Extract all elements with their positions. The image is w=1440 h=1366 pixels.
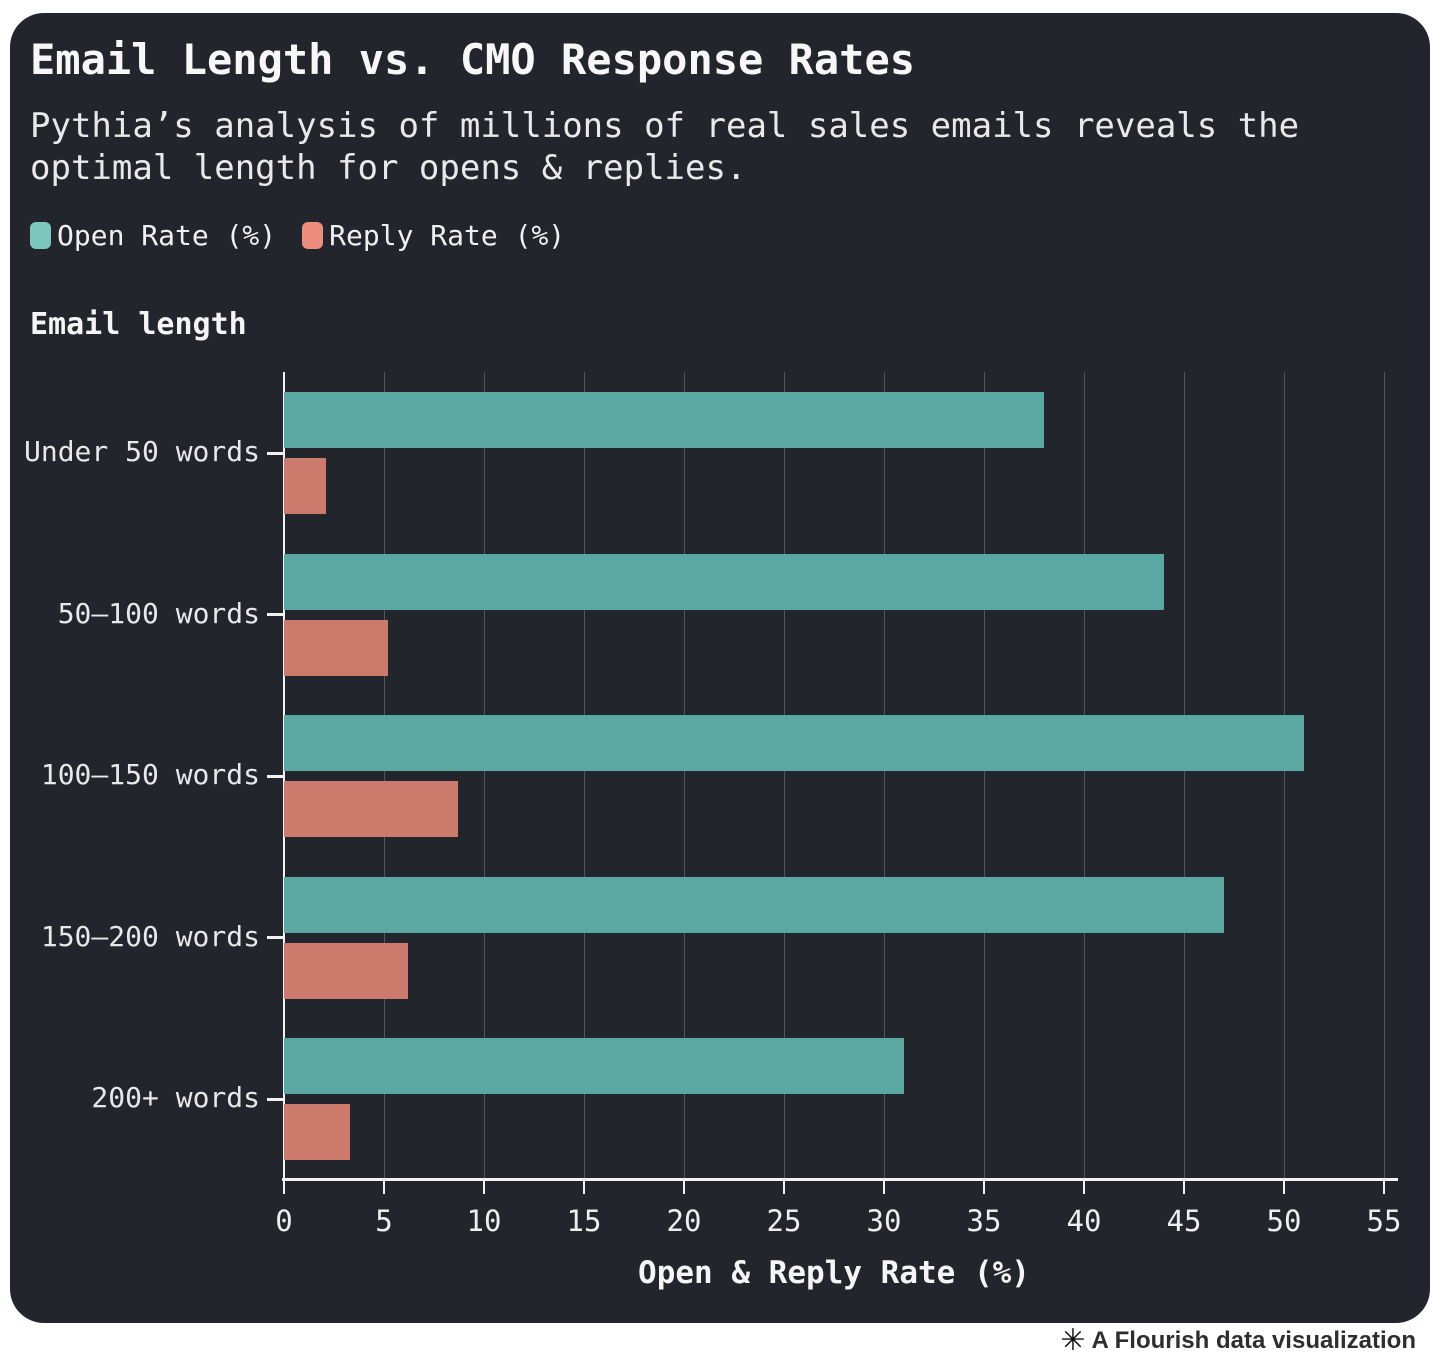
gridline xyxy=(784,372,785,1178)
bar-open-rate xyxy=(284,392,1044,448)
gridline xyxy=(1184,372,1185,1178)
legend-label: Reply Rate (%) xyxy=(329,219,566,252)
category-tick xyxy=(267,774,284,778)
legend-swatch-icon xyxy=(302,222,324,249)
x-axis-tick-label: 45 xyxy=(1166,1204,1202,1238)
category-label: Under 50 words xyxy=(23,435,260,468)
flourish-logo-icon: ✳ xyxy=(1060,1324,1086,1357)
chart-card: Email Length vs. CMO Response Rates Pyth… xyxy=(10,13,1430,1323)
x-axis-tick-label: 20 xyxy=(666,1204,702,1238)
x-axis-tick xyxy=(983,1181,985,1194)
x-axis-tick xyxy=(1183,1181,1185,1194)
bar-reply-rate xyxy=(284,619,388,676)
gridline xyxy=(484,372,485,1178)
x-axis-title: Open & Reply Rate (%) xyxy=(638,1255,1030,1291)
category-tick xyxy=(267,451,284,455)
flourish-attribution[interactable]: ✳ A Flourish data visualization xyxy=(1060,1326,1416,1356)
gridline xyxy=(1084,372,1085,1178)
chart-title: Email Length vs. CMO Response Rates xyxy=(30,35,916,84)
x-axis-tick xyxy=(483,1181,485,1194)
gridline xyxy=(384,372,385,1178)
x-axis-tick xyxy=(1083,1181,1085,1194)
y-axis-line xyxy=(283,372,285,1180)
x-axis-tick xyxy=(283,1181,285,1194)
x-axis-tick-label: 55 xyxy=(1366,1204,1402,1238)
x-axis-tick xyxy=(883,1181,885,1194)
bar-reply-rate xyxy=(284,942,408,999)
gridline xyxy=(984,372,985,1178)
legend: Open Rate (%) Reply Rate (%) xyxy=(30,219,565,252)
gridline xyxy=(1284,372,1285,1178)
x-axis-tick-label: 0 xyxy=(275,1204,293,1238)
x-axis-tick xyxy=(1283,1181,1285,1194)
y-axis-title: Email length xyxy=(30,307,247,342)
x-axis-line xyxy=(282,1178,1398,1181)
plot-area: Under 50 words 50–100 words 100–150 words 1… xyxy=(24,372,1401,1238)
legend-swatch-icon xyxy=(30,222,51,249)
gridline xyxy=(884,372,885,1178)
bar-open-rate xyxy=(284,715,1304,771)
category-tick xyxy=(267,613,284,616)
bar-reply-rate xyxy=(284,781,458,837)
x-axis-tick xyxy=(1383,1181,1385,1194)
legend-item-open-rate: Open Rate (%) xyxy=(30,219,276,252)
x-axis-tick xyxy=(583,1181,585,1194)
bar-reply-rate xyxy=(284,458,326,514)
bar-open-rate xyxy=(284,1038,904,1094)
x-axis-tick-label: 10 xyxy=(466,1204,502,1238)
bar-open-rate xyxy=(284,553,1164,610)
legend-item-reply-rate: Reply Rate (%) xyxy=(302,219,565,252)
category-label: 100–150 words xyxy=(40,758,260,791)
x-axis-tick-label: 5 xyxy=(375,1204,393,1238)
x-axis-tick-label: 15 xyxy=(566,1204,602,1238)
flourish-attribution-label: A Flourish data visualization xyxy=(1091,1327,1417,1354)
x-axis-tick-label: 25 xyxy=(766,1204,802,1238)
category-tick xyxy=(267,1097,284,1101)
category-label: 150–200 words xyxy=(40,919,260,953)
category-tick xyxy=(267,936,284,939)
bar-reply-rate xyxy=(284,1104,350,1160)
bar-open-rate xyxy=(284,876,1224,933)
chart-subtitle: Pythia’s analysis of millions of real sa… xyxy=(30,106,1300,188)
x-axis-tick xyxy=(383,1181,385,1194)
legend-label: Open Rate (%) xyxy=(57,219,277,252)
x-axis-tick-label: 30 xyxy=(866,1204,902,1238)
x-axis-tick xyxy=(683,1181,685,1194)
category-label: 200+ words xyxy=(91,1081,260,1114)
gridline xyxy=(584,372,585,1178)
category-label: 50–100 words xyxy=(57,596,260,630)
x-axis-tick xyxy=(783,1181,785,1194)
gridline xyxy=(684,372,685,1178)
x-axis-tick-label: 50 xyxy=(1266,1204,1302,1238)
gridline xyxy=(1384,372,1385,1178)
x-axis-tick-label: 40 xyxy=(1066,1204,1102,1238)
x-axis-tick-label: 35 xyxy=(966,1204,1002,1238)
